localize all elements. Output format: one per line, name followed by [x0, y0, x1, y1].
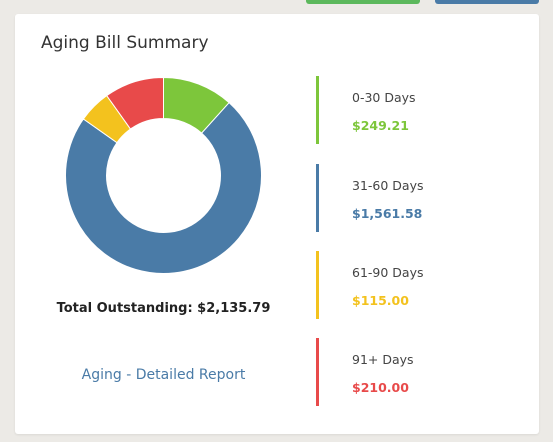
aging-donut-chart — [65, 77, 262, 274]
legend-label: 0-30 Days — [352, 90, 416, 105]
card-title: Aging Bill Summary — [41, 33, 209, 53]
legend-color-bar — [316, 164, 319, 232]
aging-detailed-report-link[interactable]: Aging - Detailed Report — [81, 367, 246, 383]
legend-color-bar — [316, 251, 319, 319]
legend-value: $249.21 — [352, 118, 409, 133]
legend-color-bar — [316, 76, 319, 144]
legend-label: 31-60 Days — [352, 178, 424, 193]
legend-value: $115.00 — [352, 293, 409, 308]
legend-value: $1,561.58 — [352, 206, 423, 221]
legend-color-bar — [316, 338, 319, 406]
header-action-button-green[interactable] — [306, 0, 420, 4]
legend-value: $210.00 — [352, 380, 409, 395]
legend-label: 61-90 Days — [352, 265, 424, 280]
aging-summary-card: Aging Bill Summary Total Outstanding: $2… — [15, 14, 539, 434]
legend-label: 91+ Days — [352, 352, 414, 367]
donut-slice-31-60-days — [65, 101, 262, 274]
total-outstanding: Total Outstanding: $2,135.79 — [56, 301, 271, 316]
donut-slice-91-days — [106, 77, 164, 130]
donut-svg — [65, 77, 262, 274]
header-action-button-blue[interactable] — [435, 0, 539, 4]
